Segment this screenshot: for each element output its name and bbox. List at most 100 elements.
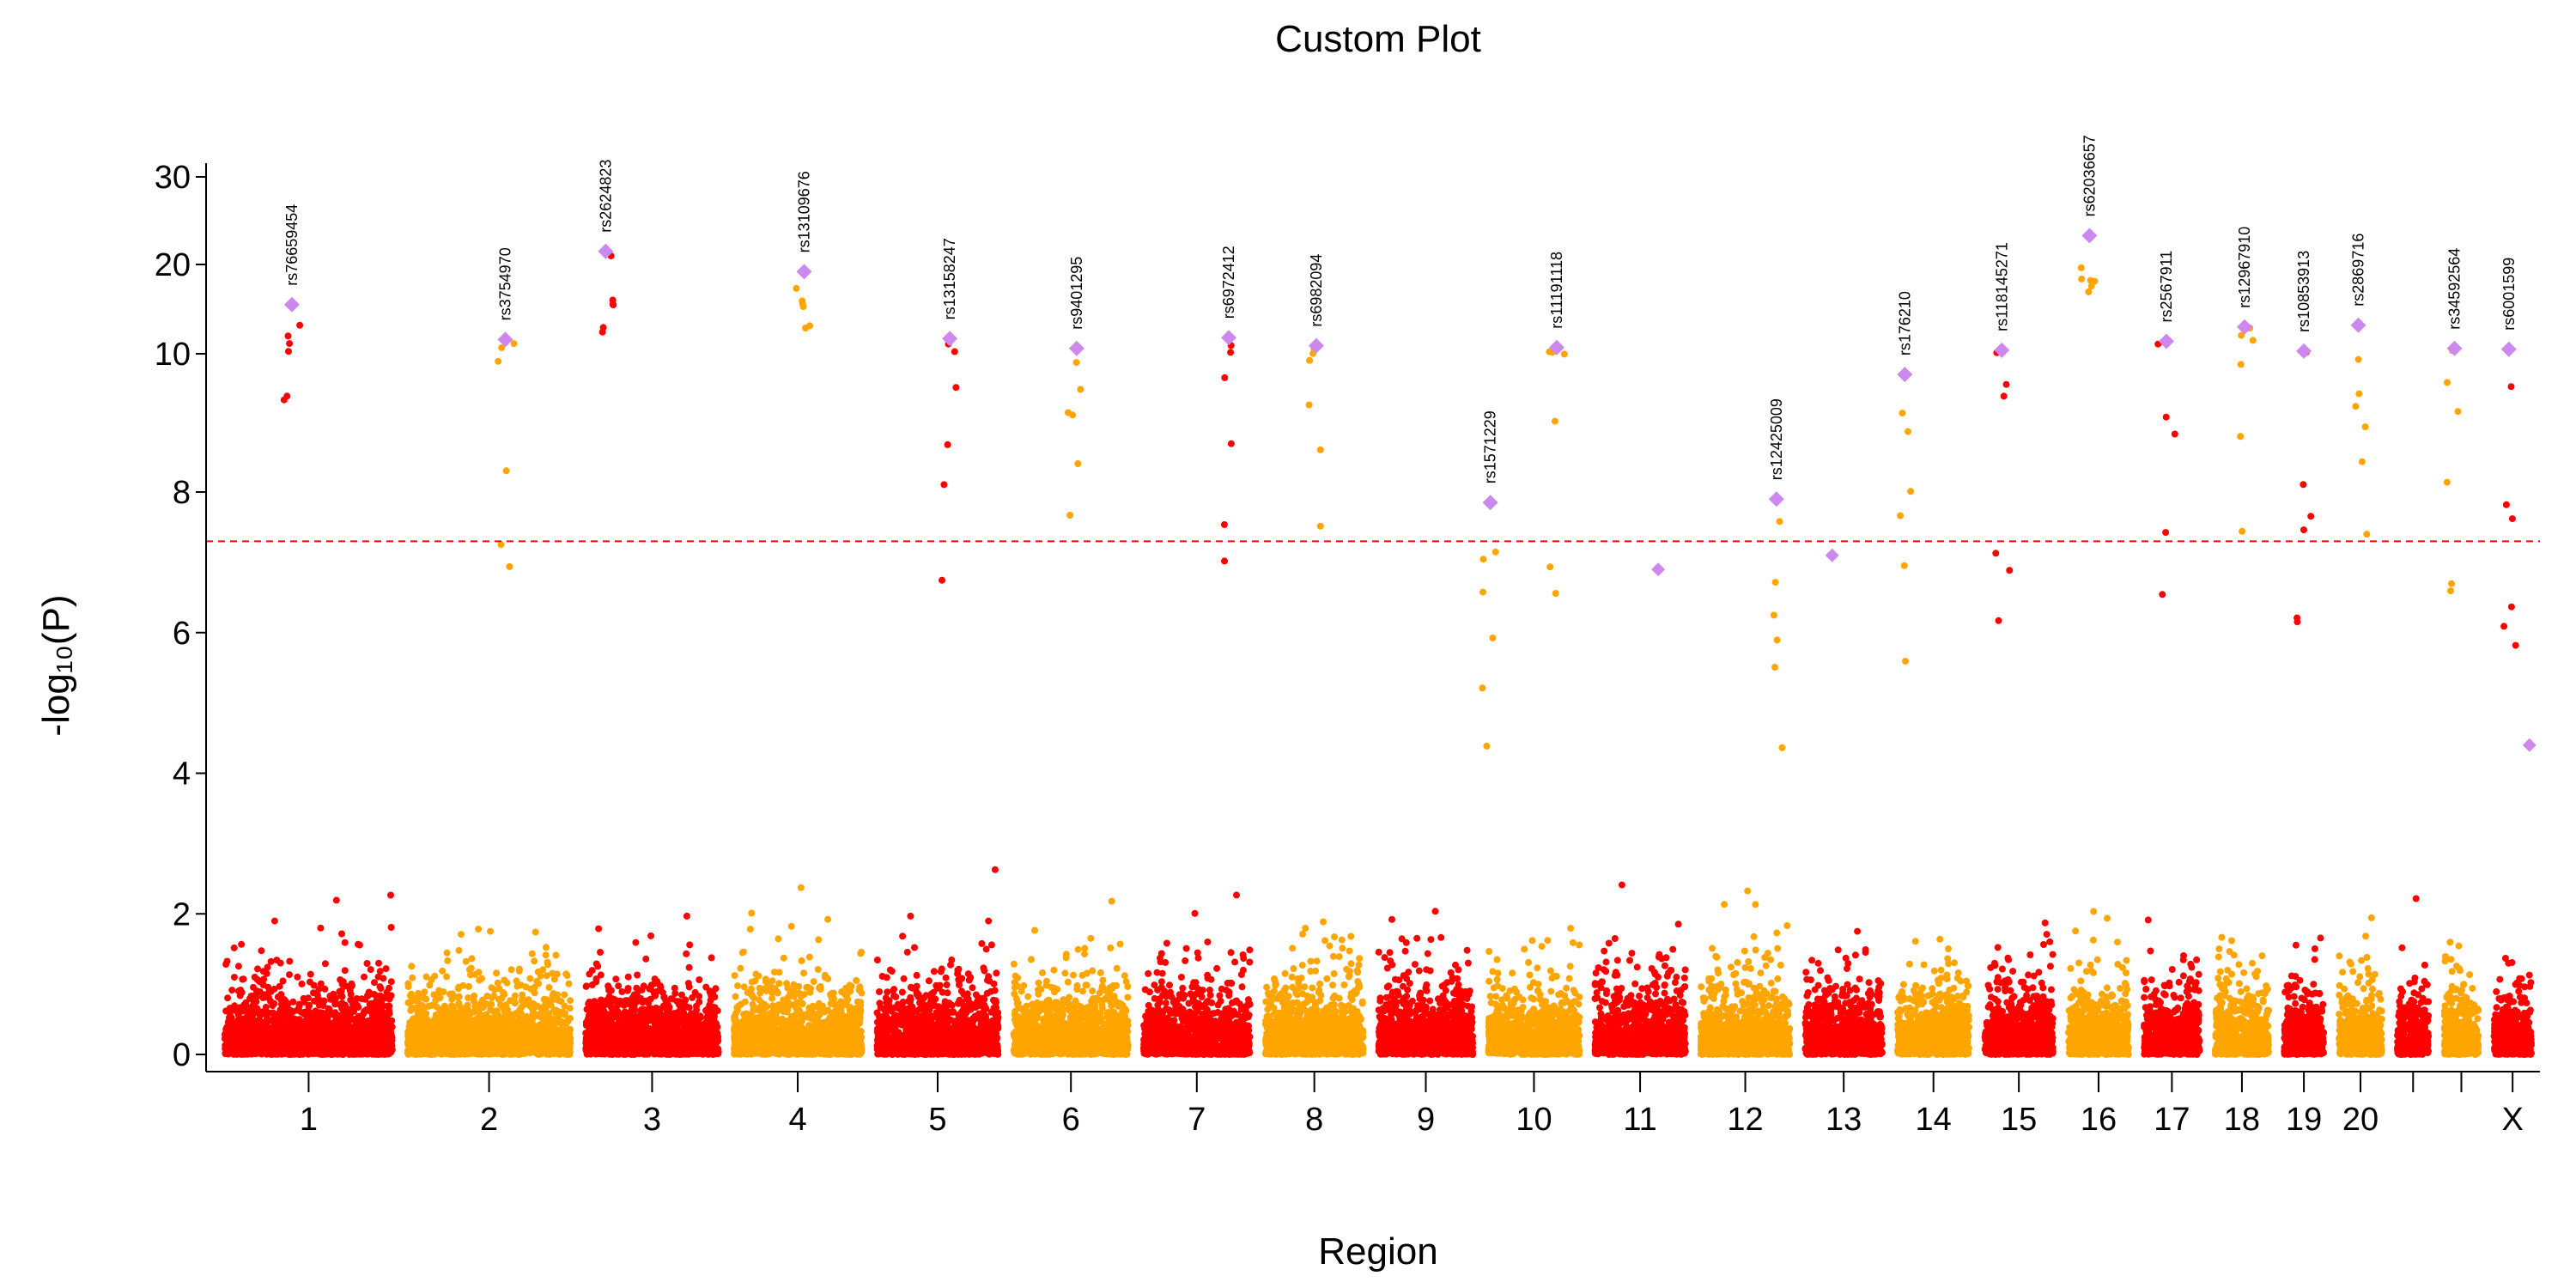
data-point — [511, 992, 519, 999]
data-point — [433, 1003, 440, 1011]
data-point — [370, 1024, 378, 1031]
data-point — [292, 1040, 300, 1048]
data-point — [321, 960, 329, 968]
data-point — [558, 1020, 565, 1028]
data-point — [409, 1018, 416, 1026]
data-point — [513, 977, 520, 985]
data-point — [258, 1008, 265, 1016]
data-point — [230, 944, 238, 951]
data-point — [543, 996, 550, 1004]
data-point — [411, 997, 419, 1005]
data-point — [336, 1012, 343, 1019]
data-point — [404, 1038, 412, 1046]
data-point — [330, 1050, 337, 1058]
data-point — [550, 1022, 558, 1030]
data-point — [472, 1001, 480, 1009]
data-point — [248, 1009, 256, 1017]
x-axis-title: Region — [1318, 1230, 1437, 1273]
data-point — [228, 1048, 235, 1055]
data-point — [317, 924, 325, 932]
y-axis-title: -log₁₀(P) — [35, 594, 77, 736]
data-point — [376, 968, 384, 975]
data-point — [515, 965, 523, 973]
data-point — [292, 1019, 300, 1027]
data-point — [317, 1019, 324, 1027]
data-point — [349, 1006, 356, 1013]
data-point — [533, 977, 541, 985]
data-point — [469, 1041, 477, 1048]
data-point — [387, 924, 395, 931]
data-point — [443, 949, 451, 957]
data-point — [341, 939, 349, 946]
data-point — [487, 927, 494, 935]
data-point — [440, 1049, 447, 1057]
data-point — [326, 993, 334, 999]
data-point — [264, 1035, 271, 1042]
data-point — [501, 976, 508, 984]
data-point — [240, 975, 247, 983]
data-point — [378, 1005, 385, 1013]
data-point — [520, 1000, 528, 1008]
data-point — [685, 963, 693, 971]
data-point — [421, 1041, 428, 1048]
data-point — [464, 1020, 471, 1027]
data-point — [422, 973, 430, 981]
data-point — [455, 1018, 463, 1026]
data-point — [432, 997, 440, 1005]
data-point — [467, 971, 474, 979]
data-point — [512, 1018, 519, 1026]
data-point — [244, 1022, 252, 1030]
data-point — [245, 1041, 252, 1048]
data-point — [499, 1004, 507, 1012]
data-point — [526, 975, 534, 982]
data-point — [253, 1017, 261, 1024]
data-point — [476, 1040, 483, 1048]
data-point — [416, 1050, 422, 1058]
data-point — [246, 1048, 253, 1056]
data-point — [308, 1012, 316, 1019]
data-point — [224, 1024, 232, 1031]
data-point — [528, 1004, 536, 1012]
data-point — [439, 967, 447, 975]
data-point — [462, 957, 470, 965]
data-point — [363, 960, 371, 967]
data-point — [357, 1042, 365, 1048]
data-point — [475, 969, 483, 976]
data-point — [434, 990, 442, 997]
data-point — [455, 946, 463, 954]
data-point — [384, 1002, 392, 1010]
data-point — [471, 992, 478, 999]
data-point — [416, 1030, 423, 1038]
data-point — [262, 1004, 270, 1011]
data-point — [358, 995, 366, 1003]
data-point — [443, 973, 451, 981]
data-point — [372, 992, 380, 999]
data-point — [447, 1019, 455, 1027]
data-point — [543, 944, 550, 951]
chart-title: Custom Plot — [1275, 18, 1481, 60]
data-point — [534, 968, 542, 975]
data-point — [285, 1050, 293, 1058]
data-point — [250, 1030, 258, 1037]
data-point — [376, 983, 384, 991]
data-point — [507, 966, 515, 974]
data-point — [332, 896, 340, 904]
data-point — [537, 1004, 544, 1012]
data-point — [465, 1046, 472, 1054]
data-point — [491, 986, 499, 993]
data-point — [566, 1005, 574, 1012]
data-point — [555, 1012, 562, 1019]
data-point — [339, 978, 347, 986]
data-point — [378, 1028, 386, 1036]
data-point — [380, 975, 387, 982]
data-point — [337, 987, 345, 994]
data-point — [311, 1049, 319, 1057]
data-point — [279, 977, 287, 985]
data-point — [361, 973, 368, 981]
data-point — [510, 1045, 518, 1053]
data-point — [550, 995, 557, 1003]
data-point — [223, 1035, 231, 1042]
data-point — [294, 973, 301, 981]
data-point — [552, 951, 560, 959]
